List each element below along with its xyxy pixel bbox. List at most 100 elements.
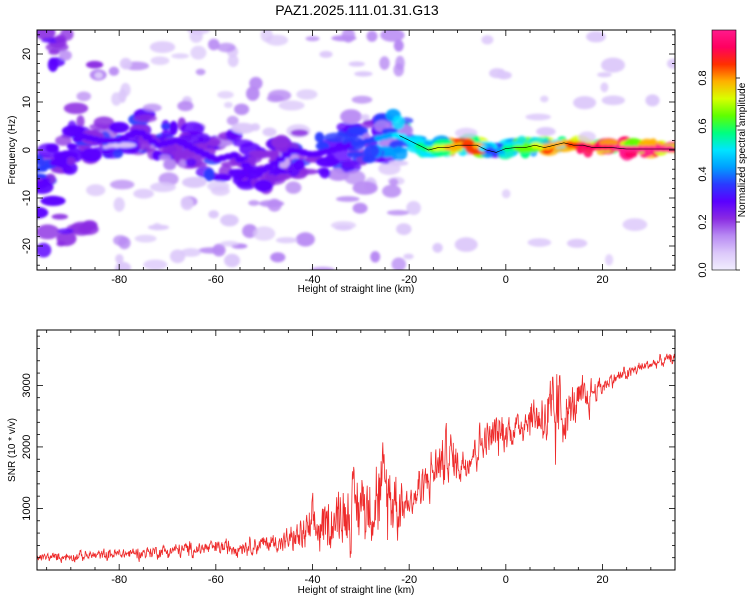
spectrogram-cell bbox=[115, 254, 124, 264]
spectrogram-cell bbox=[281, 151, 292, 159]
spectrogram-cell bbox=[150, 182, 176, 193]
spectrogram-cell bbox=[601, 95, 625, 106]
spectrogram-cell bbox=[57, 228, 74, 235]
spectrogram-cell bbox=[160, 123, 173, 130]
spectrogram-cell bbox=[45, 143, 59, 153]
spectrogram-cell bbox=[142, 103, 162, 113]
spectrogram-axes: -80 -60 -40 -20 0 20 -20 -10 0 10 20 bbox=[21, 30, 676, 286]
colorbar-tick-label: 0.4 bbox=[697, 166, 709, 181]
spectrogram-cell bbox=[380, 30, 405, 42]
x-tick-label: 0 bbox=[503, 274, 509, 286]
spectrogram-cell bbox=[94, 72, 103, 79]
spectrogram-cell bbox=[381, 127, 398, 135]
spectrogram-cell bbox=[61, 150, 71, 157]
spectrogram-cell bbox=[208, 38, 220, 51]
spectrogram-cell bbox=[267, 198, 282, 212]
y-tick-label: 1000 bbox=[21, 496, 33, 520]
spectrogram-cell bbox=[217, 42, 236, 53]
spectrogram-cell bbox=[540, 95, 549, 103]
spectrogram-cell bbox=[143, 259, 168, 270]
spectrogram-cell bbox=[231, 122, 255, 134]
x-tick-label: -40 bbox=[305, 274, 321, 286]
spectrogram-cell bbox=[366, 30, 378, 42]
spectrogram-cell bbox=[63, 102, 89, 115]
spectrogram-cell bbox=[182, 176, 207, 188]
spectrogram-cell bbox=[389, 178, 399, 186]
spectrogram-cell bbox=[55, 156, 66, 164]
spectrogram-cell bbox=[268, 89, 292, 102]
spectrogram-cell bbox=[285, 181, 302, 194]
spectrogram-cell bbox=[324, 132, 347, 143]
spectrogram-cell bbox=[37, 224, 60, 240]
spectrogram-cell bbox=[81, 220, 98, 231]
spectrogram-cell bbox=[392, 115, 405, 130]
spectrogram-cell bbox=[340, 109, 362, 124]
spectrogram-cell bbox=[334, 224, 353, 231]
spectrogram-cell bbox=[136, 129, 147, 137]
colorbar-label: Normalized spectral amplitude bbox=[737, 82, 748, 217]
spectrogram-cell bbox=[220, 240, 239, 247]
spectrogram-cell bbox=[229, 169, 247, 175]
spectrogram-ridge bbox=[399, 135, 675, 153]
spectrogram-cell bbox=[55, 135, 72, 146]
spectrogram-cell bbox=[388, 160, 409, 166]
spectrogram-cell bbox=[454, 237, 478, 252]
colorbar: 0.0 0.2 0.4 0.6 0.8 Normalized spectral ampl… bbox=[697, 29, 748, 278]
spectrogram-cell bbox=[66, 143, 77, 150]
spectrogram-cell bbox=[59, 50, 72, 61]
spectrogram-cell bbox=[276, 173, 292, 180]
spectrogram-cell bbox=[240, 162, 251, 169]
spectrogram-cell bbox=[319, 50, 333, 58]
spectrogram-cell bbox=[393, 39, 404, 52]
snr-ylabel: SNR (10 * v/v) bbox=[7, 418, 18, 482]
spectrogram-cell bbox=[455, 127, 478, 139]
spectrogram-cell bbox=[354, 71, 373, 77]
spectrogram-cell bbox=[252, 226, 276, 241]
spectrogram-cell bbox=[622, 218, 648, 232]
spectrogram-cell bbox=[352, 181, 378, 195]
spectrogram-cell bbox=[212, 243, 226, 257]
spectrogram-cell bbox=[269, 160, 280, 167]
spectrogram-cell bbox=[624, 150, 638, 159]
spectrogram-cell bbox=[275, 237, 298, 244]
spectrogram-cell bbox=[76, 115, 85, 128]
spectrogram-cell bbox=[275, 156, 286, 163]
spectrogram-cell bbox=[133, 114, 157, 123]
spectrogram-cell bbox=[364, 144, 380, 158]
spectrogram-cell bbox=[226, 115, 239, 126]
spectrogram-cell bbox=[315, 156, 340, 168]
spectrogram-cell bbox=[81, 148, 102, 162]
snr-frame bbox=[36, 329, 676, 571]
spectrogram-cell bbox=[272, 166, 283, 177]
spectrogram-cell bbox=[37, 242, 52, 258]
spectrogram-cell bbox=[254, 179, 273, 192]
spectrogram-cell bbox=[134, 234, 157, 243]
spectrogram-cell bbox=[566, 238, 588, 248]
spectrogram-cell bbox=[190, 45, 207, 60]
snr-xlabel: Height of straight line (km) bbox=[298, 585, 415, 596]
spectrogram-cell bbox=[113, 197, 125, 212]
x-tick-label: -60 bbox=[208, 574, 224, 586]
spectrogram-cell bbox=[391, 257, 407, 270]
spectrogram-cell bbox=[605, 254, 614, 266]
spectrogram-cell bbox=[296, 89, 318, 100]
spectrogram-cell bbox=[37, 180, 54, 194]
figure-title: PAZ1.2025.111.01.31.G13 bbox=[275, 2, 439, 18]
spectrogram-cell bbox=[62, 161, 78, 175]
colorbar-ticks: 0.0 0.2 0.4 0.6 0.8 bbox=[697, 70, 740, 278]
spectrogram-cell bbox=[118, 88, 127, 103]
spectrogram-cell bbox=[393, 63, 405, 77]
y-tick-label: 2000 bbox=[21, 435, 33, 459]
spectrogram-cell bbox=[599, 139, 619, 147]
spectrogram-cell bbox=[224, 253, 240, 268]
spectrogram-cell bbox=[163, 159, 177, 171]
x-tick-label: -80 bbox=[111, 574, 127, 586]
spectrogram-cell bbox=[185, 158, 197, 167]
spectrogram-cell bbox=[597, 72, 612, 78]
spectrogram-cell bbox=[351, 95, 373, 104]
spectrogram-cell bbox=[270, 252, 286, 263]
spectrogram-cell bbox=[527, 238, 552, 247]
spectrogram-cell bbox=[51, 213, 68, 220]
spectrogram-ridge-line bbox=[399, 135, 675, 153]
